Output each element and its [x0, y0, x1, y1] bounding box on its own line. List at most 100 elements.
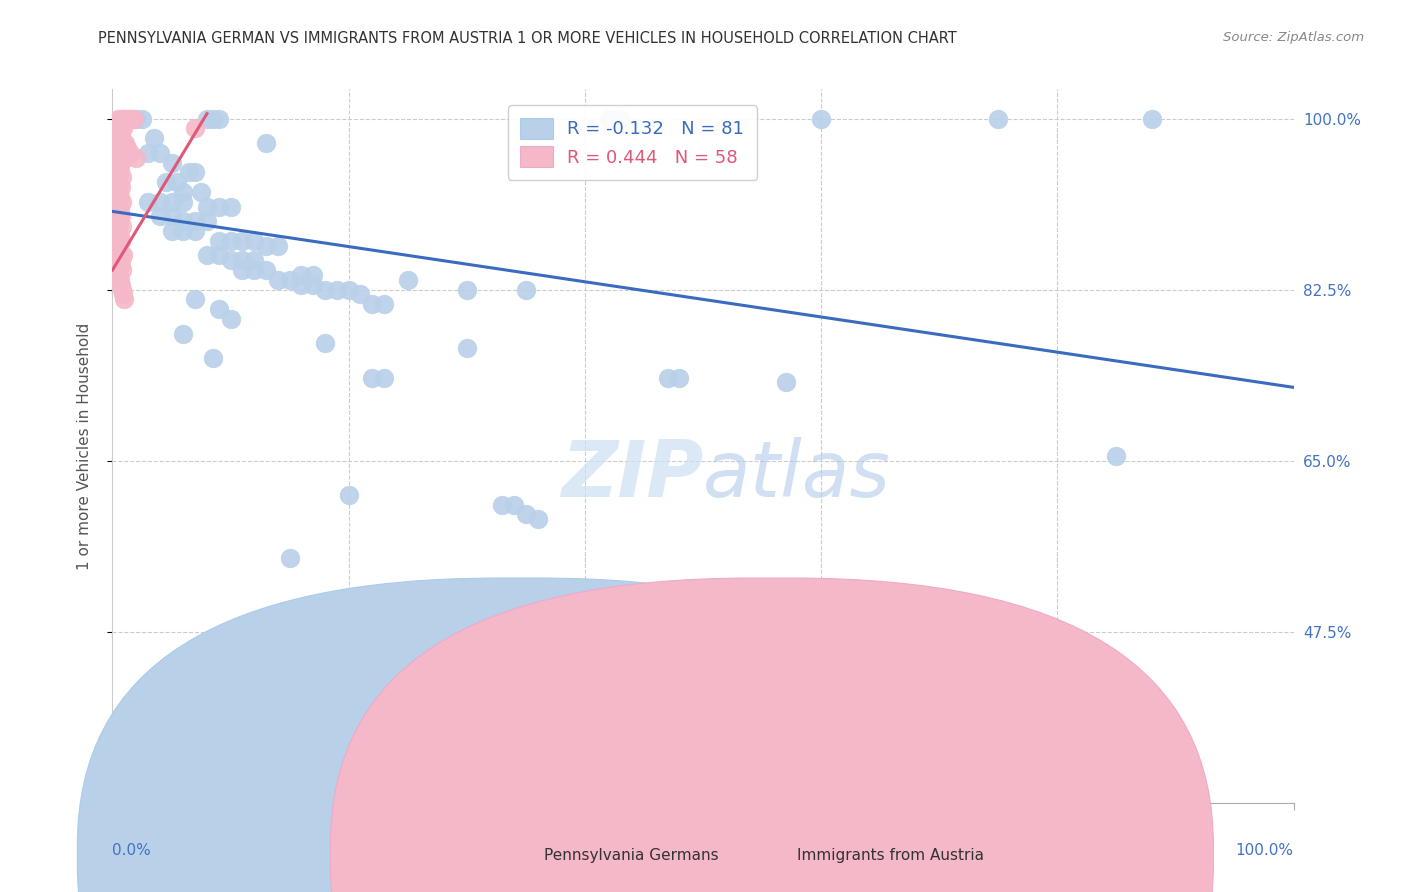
Point — [108, 273, 131, 287]
Point — [105, 155, 128, 169]
Point — [112, 121, 135, 136]
Point — [456, 283, 478, 297]
Point — [107, 238, 129, 252]
Point — [267, 238, 290, 252]
Point — [515, 508, 537, 522]
Point — [243, 234, 266, 248]
Point — [195, 200, 218, 214]
Point — [219, 312, 242, 326]
Point — [111, 112, 134, 126]
Point — [111, 194, 134, 209]
Point — [337, 488, 360, 502]
Point — [107, 219, 129, 233]
Point — [456, 341, 478, 355]
Point — [108, 204, 131, 219]
Point — [108, 248, 131, 262]
Point — [149, 209, 172, 223]
Point — [267, 273, 290, 287]
Point — [231, 234, 253, 248]
Point — [231, 253, 253, 268]
Point — [108, 145, 131, 160]
Point — [110, 234, 132, 248]
Point — [108, 165, 131, 179]
Point — [110, 155, 132, 169]
Point — [112, 248, 135, 262]
Point — [112, 287, 135, 301]
Text: Source: ZipAtlas.com: Source: ZipAtlas.com — [1223, 31, 1364, 45]
Point — [195, 248, 218, 262]
Point — [105, 165, 128, 179]
Point — [243, 263, 266, 277]
Point — [396, 273, 419, 287]
Point — [598, 112, 620, 126]
Point — [172, 185, 194, 199]
Point — [111, 263, 134, 277]
Point — [349, 287, 371, 301]
Point — [195, 214, 218, 228]
Point — [172, 224, 194, 238]
Point — [125, 151, 148, 165]
Point — [254, 136, 277, 150]
Point — [149, 145, 172, 160]
Point — [112, 112, 135, 126]
Point — [160, 155, 183, 169]
Point — [195, 112, 218, 126]
Point — [115, 141, 138, 155]
Point — [219, 253, 242, 268]
Point — [1105, 449, 1128, 463]
Point — [491, 585, 513, 599]
Point — [219, 200, 242, 214]
Point — [668, 370, 690, 384]
Y-axis label: 1 or more Vehicles in Household: 1 or more Vehicles in Household — [77, 322, 91, 570]
Point — [208, 200, 231, 214]
Point — [243, 253, 266, 268]
Point — [108, 228, 131, 243]
Point — [105, 131, 128, 145]
Point — [208, 302, 231, 317]
Point — [105, 268, 128, 282]
Point — [136, 194, 159, 209]
Point — [314, 283, 336, 297]
Point — [231, 263, 253, 277]
Point — [108, 190, 131, 204]
Point — [111, 219, 134, 233]
Legend: R = -0.132   N = 81, R = 0.444   N = 58: R = -0.132 N = 81, R = 0.444 N = 58 — [508, 105, 756, 179]
Point — [105, 234, 128, 248]
Point — [208, 112, 231, 126]
Point — [110, 209, 132, 223]
Point — [160, 194, 183, 209]
Point — [201, 112, 224, 126]
Point — [112, 112, 135, 126]
Point — [107, 273, 129, 287]
Point — [105, 244, 128, 258]
Point — [290, 277, 312, 292]
Point — [131, 112, 153, 126]
Point — [491, 498, 513, 512]
Point — [526, 512, 548, 526]
Point — [208, 248, 231, 262]
Point — [337, 283, 360, 297]
Text: 100.0%: 100.0% — [1236, 843, 1294, 858]
Point — [107, 112, 129, 126]
Point — [110, 180, 132, 194]
Point — [120, 112, 142, 126]
Point — [184, 165, 207, 179]
Point — [254, 263, 277, 277]
Point — [105, 253, 128, 268]
Point — [114, 136, 136, 150]
Point — [110, 131, 132, 145]
Point — [302, 277, 325, 292]
Point — [125, 112, 148, 126]
Point — [373, 370, 395, 384]
Point — [112, 293, 135, 307]
Point — [184, 224, 207, 238]
Text: Immigrants from Austria: Immigrants from Austria — [797, 848, 984, 863]
Point — [278, 273, 301, 287]
Point — [314, 336, 336, 351]
Point — [111, 283, 134, 297]
Point — [105, 214, 128, 228]
Point — [105, 185, 128, 199]
Point — [184, 293, 207, 307]
Point — [111, 141, 134, 155]
Point — [278, 551, 301, 566]
